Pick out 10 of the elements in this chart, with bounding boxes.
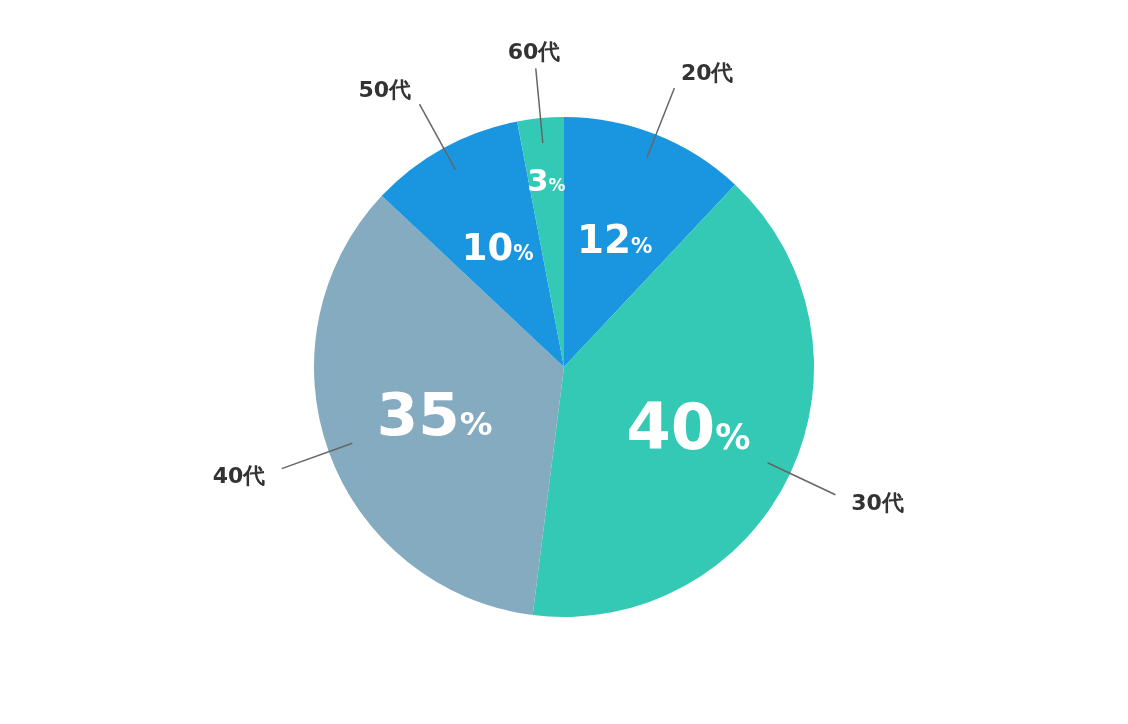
data-label: 12% [576,217,653,263]
slice-label: 20代 [680,59,734,85]
slice-label: 30代 [851,490,904,516]
slice-label: 40代 [212,462,266,488]
data-label: 35% [376,380,493,449]
slice-label: 60代 [507,38,561,64]
slice-label: 50代 [358,76,412,102]
data-label: 3% [527,163,566,199]
data-label: 10% [461,225,534,269]
data-label: 40% [626,389,751,464]
